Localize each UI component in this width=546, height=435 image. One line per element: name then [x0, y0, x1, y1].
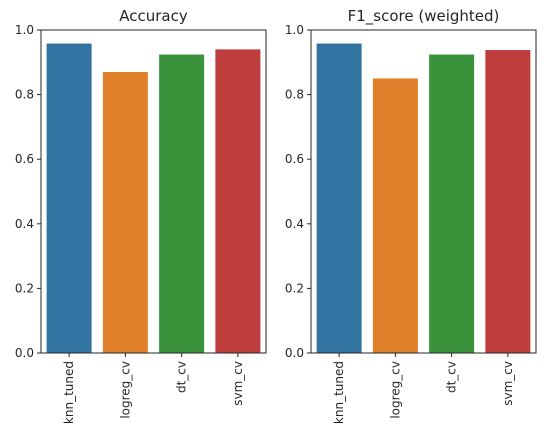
x-tick-label: dt_cv — [175, 361, 189, 393]
y-tick-label: 0.0 — [15, 346, 34, 360]
bar-logreg-cv — [102, 71, 148, 354]
y-tick-label: 0.2 — [15, 281, 34, 295]
plot-frame — [310, 29, 537, 354]
x-tick-label: knn_tuned — [332, 361, 346, 424]
bar-dt-cv — [159, 54, 205, 353]
bar-dt-cv — [429, 54, 475, 353]
chart-title: F1_score (weighted) — [348, 7, 500, 26]
chart-title: Accuracy — [119, 7, 188, 25]
y-tick-label: 0.8 — [285, 88, 304, 102]
y-tick-label: 0.8 — [15, 88, 34, 102]
x-tick-label: logreg_cv — [388, 361, 402, 419]
y-tick-label: 1.0 — [15, 23, 34, 37]
bar-svm-cv — [485, 50, 531, 353]
x-tick-label: svm_cv — [501, 361, 515, 406]
x-tick-label: svm_cv — [231, 361, 245, 406]
bar-knn-tuned — [316, 43, 362, 353]
y-tick-label: 0.4 — [15, 217, 34, 231]
y-tick-label: 0.4 — [285, 217, 304, 231]
x-tick-label: knn_tuned — [62, 361, 76, 424]
y-tick-label: 0.6 — [15, 152, 34, 166]
bar-svm-cv — [215, 49, 261, 353]
accuracy-chart: Accuracy 0.0 0.2 0.4 0.6 0.8 1.0 knn_tuned logr… — [15, 7, 267, 424]
x-tick-label: dt_cv — [445, 361, 459, 393]
f1-score-chart: F1_score (weighted) 0.0 0.2 0.4 0.6 0.8 1.0 kn… — [285, 7, 537, 424]
y-tick-label: 0.6 — [285, 152, 304, 166]
bar-logreg-cv — [372, 78, 418, 353]
y-tick-label: 0.0 — [285, 346, 304, 360]
y-tick-label: 0.2 — [285, 281, 304, 295]
y-tick-label: 1.0 — [285, 23, 304, 37]
bar-knn-tuned — [46, 43, 92, 353]
plot-frame — [40, 29, 267, 354]
x-tick-label: logreg_cv — [118, 361, 132, 419]
